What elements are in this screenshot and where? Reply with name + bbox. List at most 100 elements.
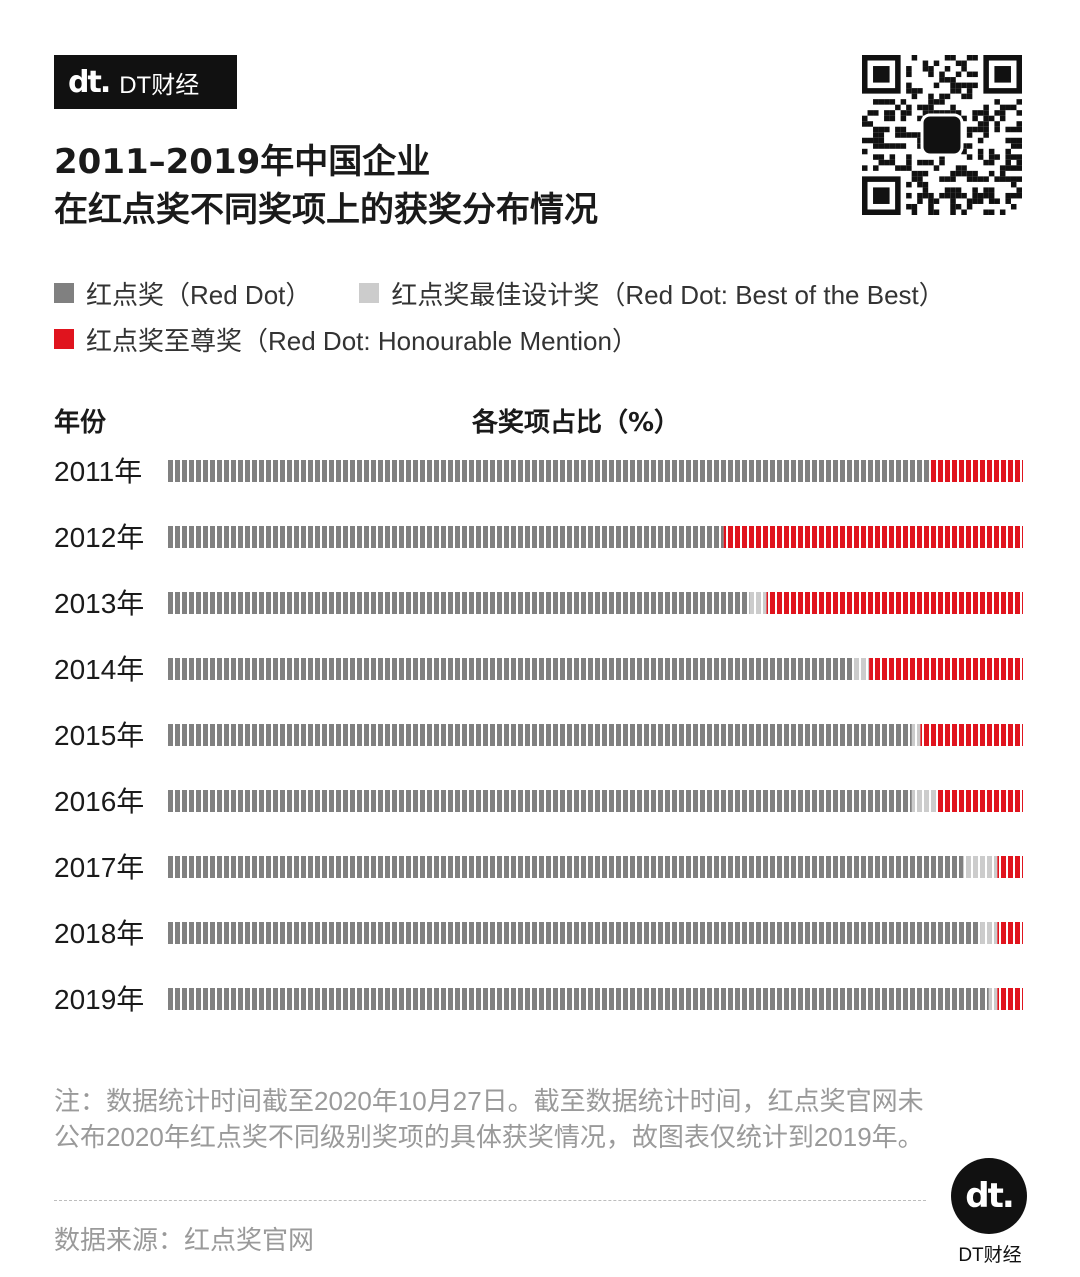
legend: 红点奖（Red Dot） 红点奖最佳设计奖（Red Dot: Best of t… [54, 273, 1034, 365]
qr-module [1005, 104, 1011, 111]
qr-module [983, 115, 989, 122]
qr-module [873, 154, 879, 160]
footnote: 注：数据统计时间截至2020年10月27日。截至数据统计时间，红点奖官网未公布2… [54, 1086, 924, 1152]
qr-module [906, 159, 912, 166]
qr-module [906, 203, 912, 210]
bar-segment-texture [963, 856, 998, 878]
qr-module [999, 115, 1006, 122]
qr-module [983, 187, 989, 193]
qr-module [895, 143, 901, 149]
qr-module [961, 60, 967, 67]
qr-module [862, 115, 868, 122]
footer-brand: DT财经 [958, 1245, 1022, 1266]
qr-module [961, 143, 967, 149]
chart-title-line-2: 在红点奖不同奖项上的获奖分布情况 [54, 190, 598, 230]
year-label: 2015年 [54, 720, 144, 751]
qr-module [983, 110, 989, 116]
qr-module [917, 143, 923, 149]
qr-module [933, 198, 940, 204]
qr-module [944, 66, 951, 72]
qr-module [1016, 192, 1022, 199]
qr-module [895, 132, 901, 138]
qr-module [961, 66, 967, 72]
qr-module [1016, 121, 1022, 127]
qr-finder [873, 66, 890, 83]
qr-module [911, 88, 918, 94]
qr-module [878, 132, 885, 138]
qr-module [862, 165, 868, 171]
qr-module [939, 71, 945, 78]
qr-module [1010, 137, 1017, 144]
qr-module [889, 110, 896, 116]
qr-module [961, 170, 967, 177]
qr-module [928, 93, 934, 100]
qr-module [950, 170, 956, 177]
qr-module [1005, 137, 1011, 144]
qr-module [966, 88, 973, 94]
qr-module [999, 170, 1006, 177]
qr-module [906, 192, 912, 199]
qr-module [933, 99, 940, 105]
qr-module [911, 203, 918, 210]
qr-module [867, 121, 874, 127]
qr-module [922, 170, 929, 177]
qr-module [884, 99, 890, 105]
qr-module [1010, 203, 1017, 210]
qr-module [977, 192, 984, 199]
bar-segment-texture [766, 592, 1023, 614]
qr-module [983, 104, 989, 111]
bar-segment-texture [168, 988, 989, 1010]
legend-label-honourable: 红点奖至尊奖（Red Dot: Honourable Mention） [86, 325, 638, 356]
qr-module [977, 126, 984, 133]
bar-segment-texture [911, 790, 938, 812]
qr-module [1016, 110, 1022, 116]
qr-module [961, 93, 967, 100]
qr-module [862, 121, 868, 127]
legend-swatch-honourable [54, 329, 74, 349]
legend-item-honourable: 红点奖至尊奖（Red Dot: Honourable Mention） [54, 321, 638, 358]
qr-module [988, 115, 995, 122]
qr-module [900, 132, 907, 138]
qr-module [884, 126, 890, 133]
qr-module [944, 187, 951, 193]
qr-module [878, 99, 885, 105]
qr-module [977, 137, 984, 144]
qr-module [988, 159, 995, 166]
legend-swatch-red-dot [54, 283, 74, 303]
qr-module [972, 176, 978, 182]
qr-module [950, 198, 956, 204]
qr-module [972, 187, 978, 193]
qr-module [988, 154, 995, 160]
bar-segment-texture [980, 922, 998, 944]
qr-module [922, 104, 929, 111]
qr-module [878, 126, 885, 133]
qr-module [977, 198, 984, 204]
qr-module [966, 82, 973, 89]
qr-module [873, 110, 879, 116]
qr-module [873, 143, 879, 149]
qr-module [961, 192, 967, 199]
qr-module [955, 187, 962, 193]
bar-segment-texture [168, 724, 912, 746]
qr-module [906, 154, 912, 160]
qr-module [906, 181, 912, 188]
qr-module [900, 115, 907, 122]
bar-segment-texture [168, 658, 852, 680]
legend-item-red-dot: 红点奖（Red Dot） [54, 275, 311, 312]
qr-module [950, 203, 956, 210]
qr-module [966, 126, 973, 133]
qr-module [911, 55, 918, 61]
qr-module [922, 60, 929, 67]
qr-module [867, 110, 874, 116]
qr-module [1010, 126, 1017, 133]
qr-module [977, 176, 984, 182]
qr-module [911, 93, 918, 100]
qr-module [900, 99, 907, 105]
qr-module [900, 110, 907, 116]
qr-module [955, 110, 962, 116]
qr-module [961, 82, 967, 89]
qr-module [917, 88, 923, 94]
qr-module [983, 159, 989, 166]
qr-module [988, 187, 995, 193]
qr-module [906, 104, 912, 111]
